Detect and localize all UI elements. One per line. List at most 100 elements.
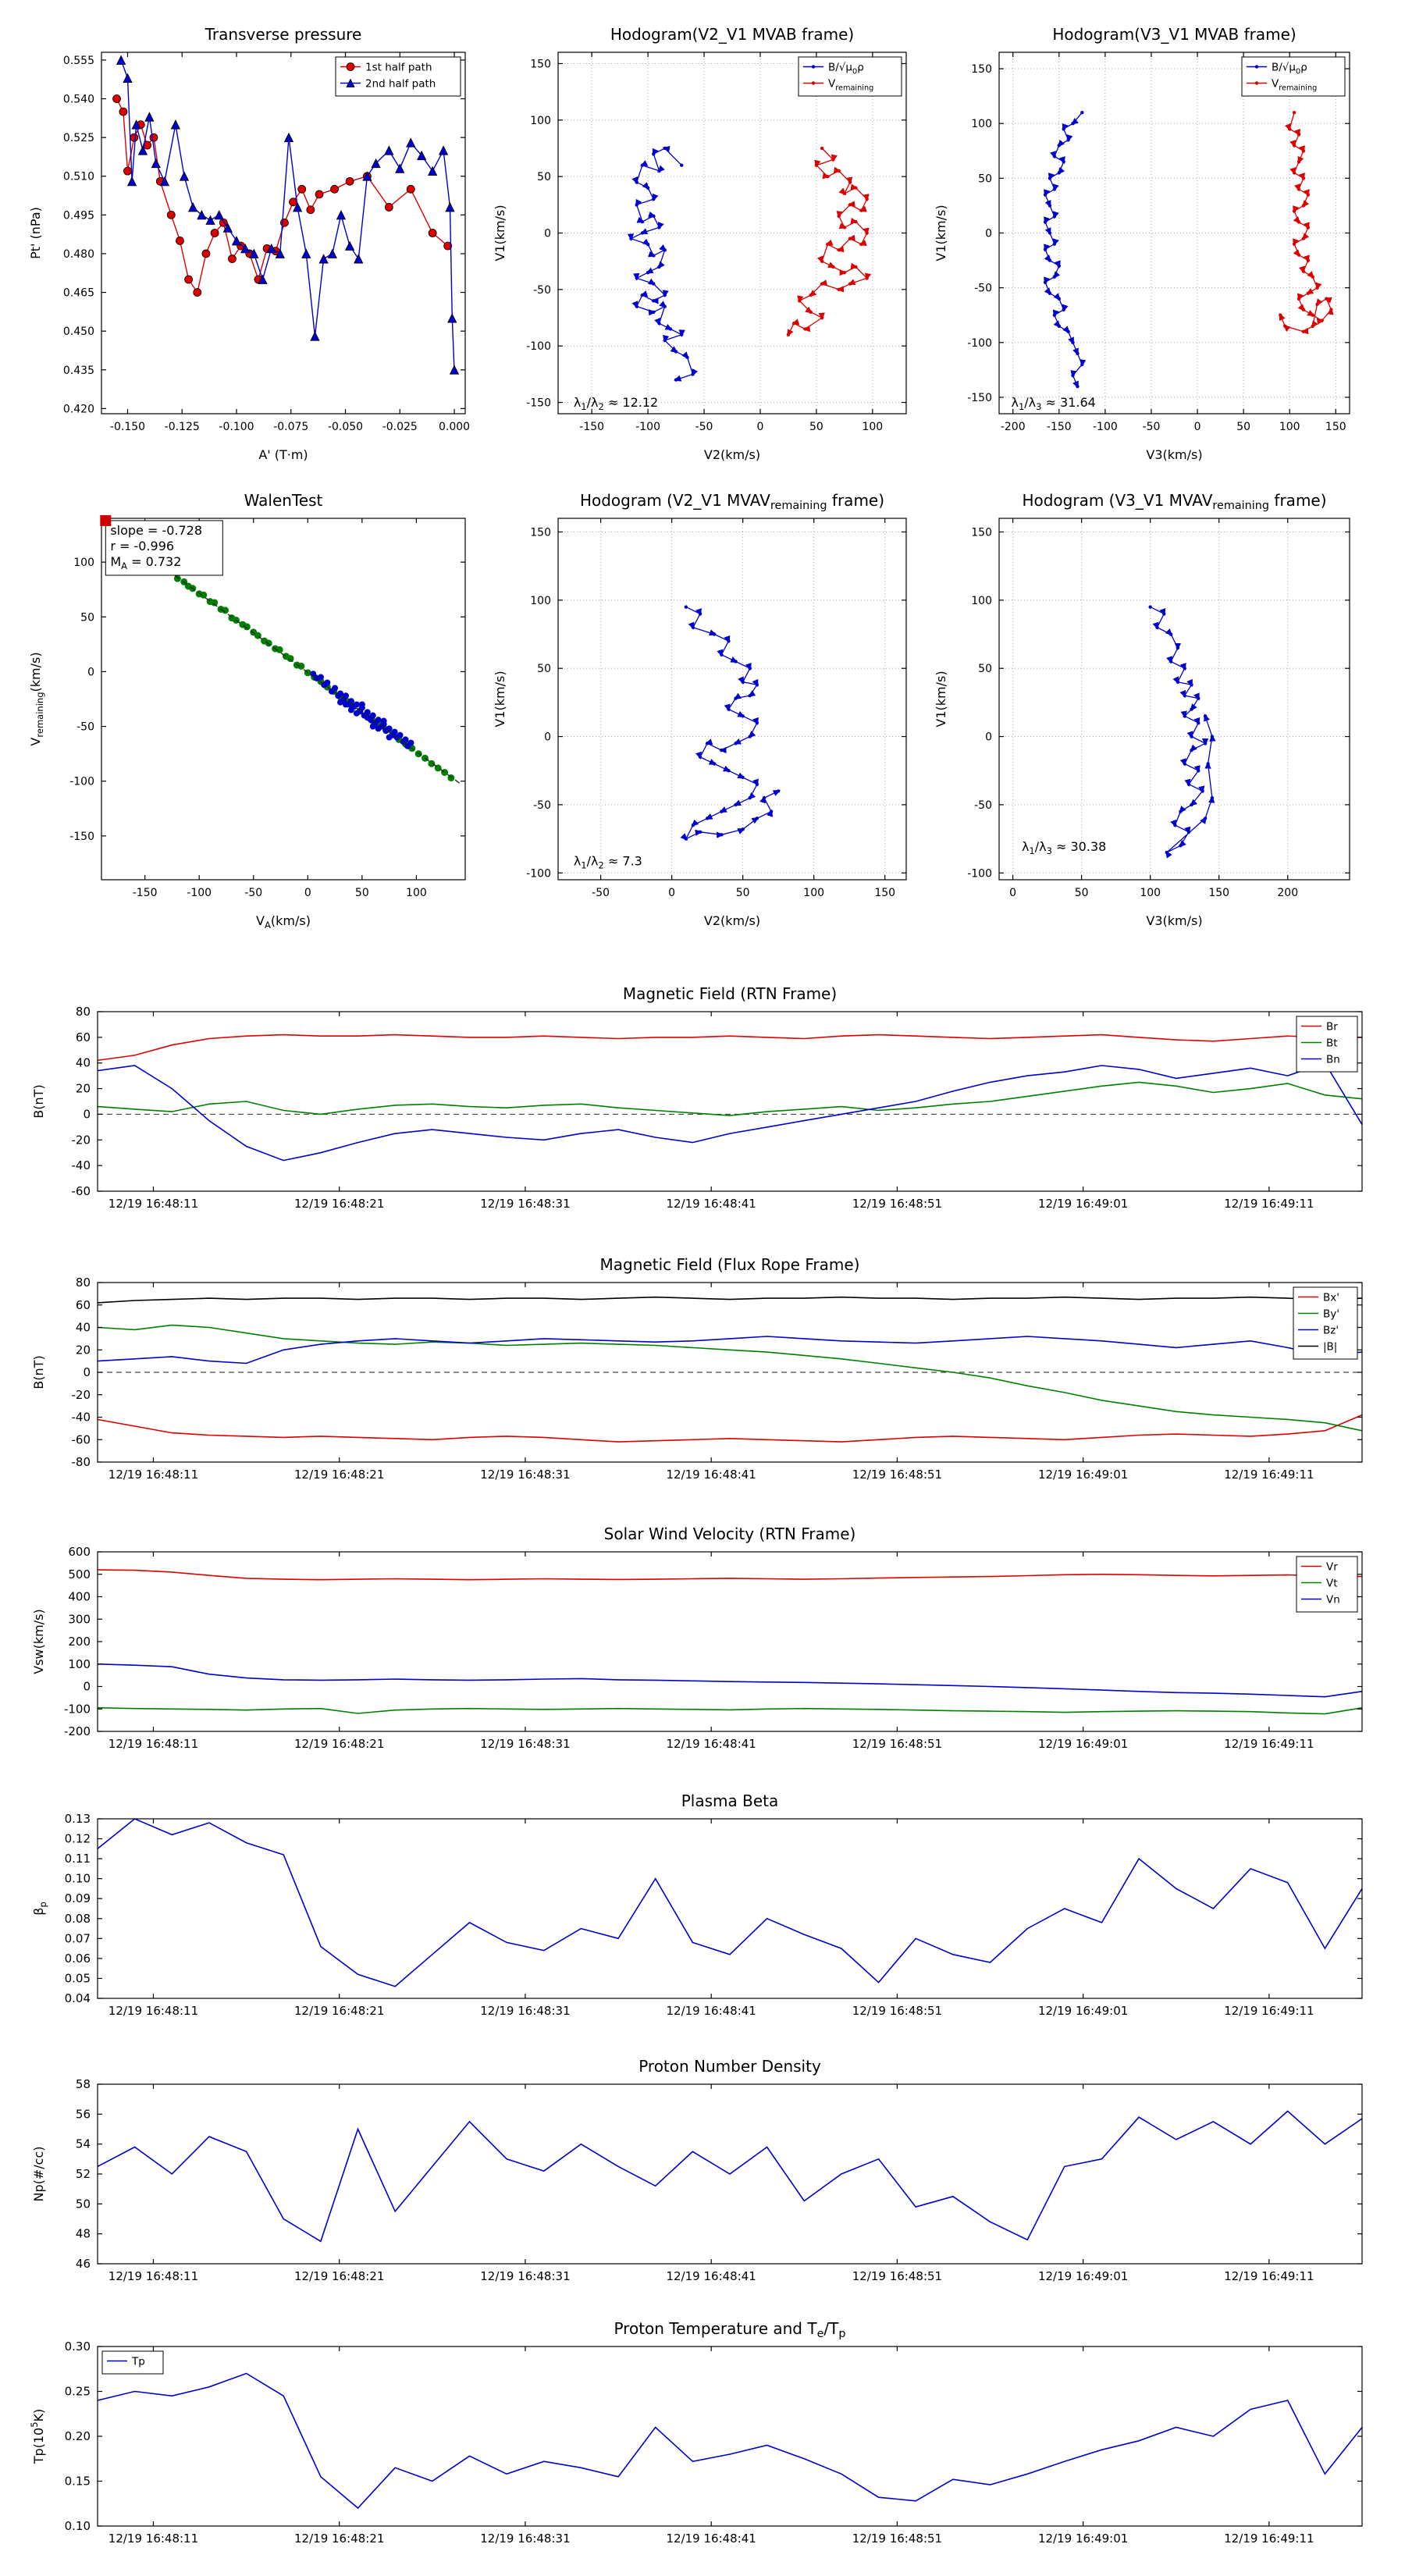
y-tick-label: -200 [64, 1724, 91, 1738]
y-tick-label: 0 [544, 731, 551, 744]
y-tick-label: 0.555 [63, 55, 94, 67]
x-tick-label: 12/19 16:48:31 [480, 1468, 570, 1482]
legend: 1st half path 2nd half path [335, 56, 461, 97]
y-tick-label: 0 [985, 228, 992, 240]
y-tick-label: 0.08 [65, 1912, 91, 1926]
y-tick-label: 0.13 [65, 1812, 91, 1826]
y-tick-label: 0.540 [63, 94, 94, 106]
x-tick-label: 50 [809, 421, 823, 433]
y-tick-label: 100 [73, 557, 94, 569]
chart-svg: 12/19 16:48:11 12/19 16:48:21 12/19 16:48:… [31, 2057, 1363, 2283]
y-axis-label: V1(km/s) [493, 671, 507, 727]
y-tick-label: 0 [544, 228, 551, 240]
x-tick-label: -50 [244, 887, 262, 899]
x-tick-label: 12/19 16:48:31 [480, 1197, 570, 1211]
chart-title: WalenTest [244, 491, 323, 510]
series-s0 [97, 2110, 1363, 2243]
series--b- [97, 1296, 1363, 1304]
y-tick-label: -50 [533, 284, 551, 297]
y-tick-label: 0.15 [65, 2475, 91, 2489]
series-s0 [680, 605, 781, 841]
y-tick-label: 0 [985, 731, 992, 744]
y-tick-label: 0.11 [65, 1852, 91, 1866]
x-tick-label: 0 [1009, 887, 1016, 899]
x-tick-label: 12/19 16:48:51 [852, 1737, 942, 1751]
y-axis-label: Pt' (nPa) [28, 207, 43, 259]
y-axis-label: Vremaining(km/s) [28, 652, 45, 745]
plot-area [97, 2372, 1363, 2510]
x-tick-label: 12/19 16:48:21 [294, 2004, 384, 2018]
series-bn [97, 1062, 1363, 1162]
y-tick-label: 0.510 [63, 171, 94, 183]
x-tick-label: 12/19 16:49:11 [1224, 2269, 1314, 2283]
x-tick-label: 0 [757, 421, 764, 433]
plot-area [112, 55, 460, 375]
legend-label: Vt [1326, 1578, 1338, 1590]
x-tick-label: -0.150 [110, 421, 145, 433]
x-tick-label: 12/19 16:49:01 [1038, 1737, 1128, 1751]
y-tick-label: -100 [64, 1702, 91, 1716]
legend-label: Bz' [1323, 1325, 1339, 1337]
y-tick-label: 100 [971, 595, 992, 607]
legend: Bx' By' Bz' |B| [1293, 1286, 1358, 1360]
chart-title: Proton Temperature and Te/Tp [614, 2319, 845, 2340]
series-v-remaining- [786, 146, 872, 337]
annotation-box [105, 520, 223, 576]
legend-label: Tp [131, 2356, 145, 2368]
y-tick-label: 200 [68, 1635, 91, 1649]
x-tick-label: 50 [355, 887, 369, 899]
x-tick-label: 12/19 16:48:21 [294, 2532, 384, 2546]
x-tick-label: 50 [1236, 421, 1250, 433]
annotation: λ1/λ2 ≈ 12.12 [574, 395, 658, 412]
x-tick-label: 12/19 16:48:41 [666, 2269, 756, 2283]
x-tick-label: 12/19 16:48:41 [666, 2532, 756, 2546]
y-tick-label: -20 [72, 1133, 91, 1147]
annotation: λ1/λ3 ≈ 30.38 [1022, 839, 1106, 856]
chart-hodogram-v3v1-mvab: -200 -150 -100 -50 0 50 100 150 -150 -100 -50 0 50 10… [925, 12, 1362, 468]
y-tick-label: 0.420 [63, 403, 94, 415]
x-tick-label: 50 [736, 887, 750, 899]
y-tick-label: 0.25 [65, 2385, 91, 2399]
y-tick-label: 0.465 [63, 287, 94, 300]
y-tick-label: 150 [530, 58, 551, 70]
plot-area [627, 145, 872, 382]
chart-plasma-beta: 12/19 16:48:11 12/19 16:48:21 12/19 16:48:… [20, 1781, 1382, 2039]
legend-label: 1st half path [365, 62, 432, 74]
x-tick-label: 0 [304, 887, 311, 899]
y-tick-label: -40 [72, 1411, 91, 1425]
plot-area [97, 1818, 1363, 1987]
chart-svg: 12/19 16:48:11 12/19 16:48:21 12/19 16:48:… [31, 1255, 1363, 1482]
annotation: r = -0.996 [110, 539, 174, 553]
annotation: MA = 0.732 [110, 554, 181, 571]
legend-label: Vn [1326, 1594, 1340, 1606]
axes-frame [97, 1011, 1363, 1192]
series-vt [97, 1707, 1363, 1715]
y-tick-label: 40 [76, 1321, 91, 1335]
y-tick-label: 0.30 [65, 2339, 91, 2354]
axes-frame [998, 518, 1350, 881]
legend-label: By' [1323, 1308, 1339, 1321]
y-tick-label: 0.04 [65, 1991, 91, 2005]
x-tick-label: 12/19 16:49:01 [1038, 1468, 1128, 1482]
y-tick-label: -50 [974, 283, 992, 295]
annotation: λ1/λ2 ≈ 7.3 [574, 854, 642, 871]
legend: B/√μ0ρ Vremaining [798, 56, 902, 97]
chart-title: Hodogram(V2_V1 MVAB frame) [610, 25, 854, 44]
y-tick-label: 100 [530, 115, 551, 127]
y-tick-label: -20 [72, 1388, 91, 1402]
chart-proton-number-density: 12/19 16:48:11 12/19 16:48:21 12/19 16:48:… [20, 2047, 1382, 2304]
chart-svg: -50 0 50 100 150 -100 -50 0 50 100 150 Hodogram (V2… [493, 491, 907, 928]
x-tick-label: 150 [874, 887, 895, 899]
series-vn [97, 1663, 1363, 1698]
annotation: λ1/λ3 ≈ 31.64 [1011, 395, 1095, 412]
annotation: slope = -0.728 [110, 523, 202, 538]
x-tick-label: -150 [1047, 421, 1072, 433]
x-tick-label: -0.125 [165, 421, 200, 433]
y-tick-label: 0.10 [65, 2519, 91, 2533]
series-s0 [1148, 605, 1216, 859]
legend-label: Bt [1326, 1037, 1338, 1050]
x-tick-label: 12/19 16:48:41 [666, 1197, 756, 1211]
x-tick-label: -100 [1093, 421, 1118, 433]
chart-title: Transverse pressure [205, 25, 362, 44]
